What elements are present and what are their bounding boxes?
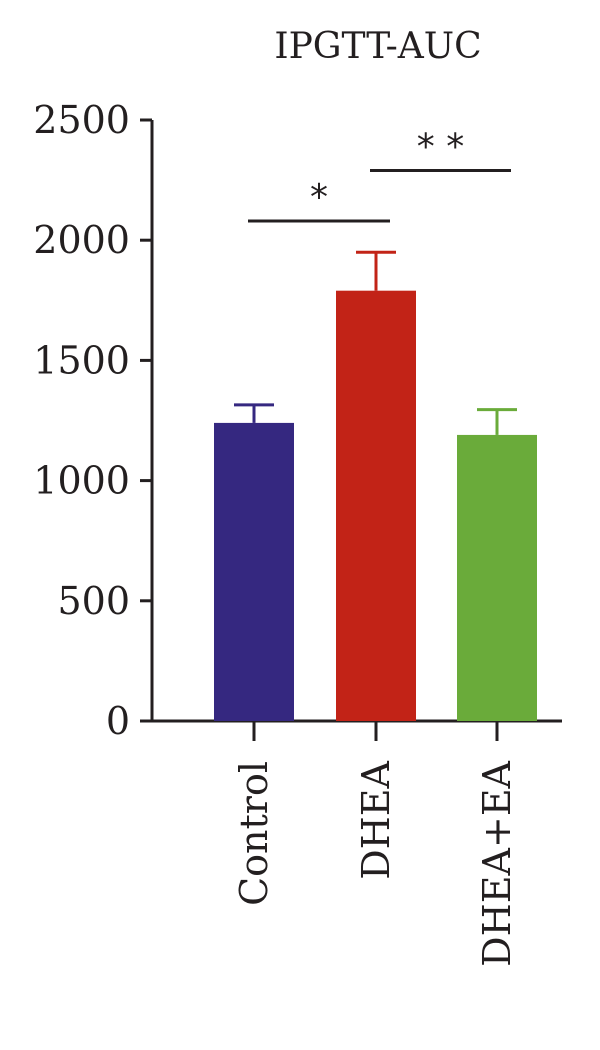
significance-annotations: * * * <box>248 126 511 223</box>
category-labels: Control DHEA DHEA+EA <box>232 760 519 966</box>
bars <box>214 290 537 721</box>
significance-label: * * <box>417 126 464 167</box>
category-label: DHEA+EA <box>475 760 519 966</box>
chart-title: IPGTT-AUC <box>274 26 481 67</box>
y-tick-label: 1000 <box>33 459 130 503</box>
y-tick-label: 0 <box>106 699 130 743</box>
bar-dhea-ea <box>457 434 537 721</box>
y-tick-label: 2500 <box>33 98 130 142</box>
error-bars <box>234 250 517 435</box>
category-label: Control <box>232 761 276 906</box>
y-tick-label: 500 <box>57 579 130 623</box>
bar-control <box>214 422 294 721</box>
bar-dhea <box>336 290 416 721</box>
axes: 0 500 1000 1500 2000 2500 <box>33 98 562 743</box>
y-tick-label: 2000 <box>33 218 130 262</box>
significance-label: * <box>310 177 328 218</box>
y-tick-label: 1500 <box>33 338 130 382</box>
category-label: DHEA <box>354 760 398 879</box>
